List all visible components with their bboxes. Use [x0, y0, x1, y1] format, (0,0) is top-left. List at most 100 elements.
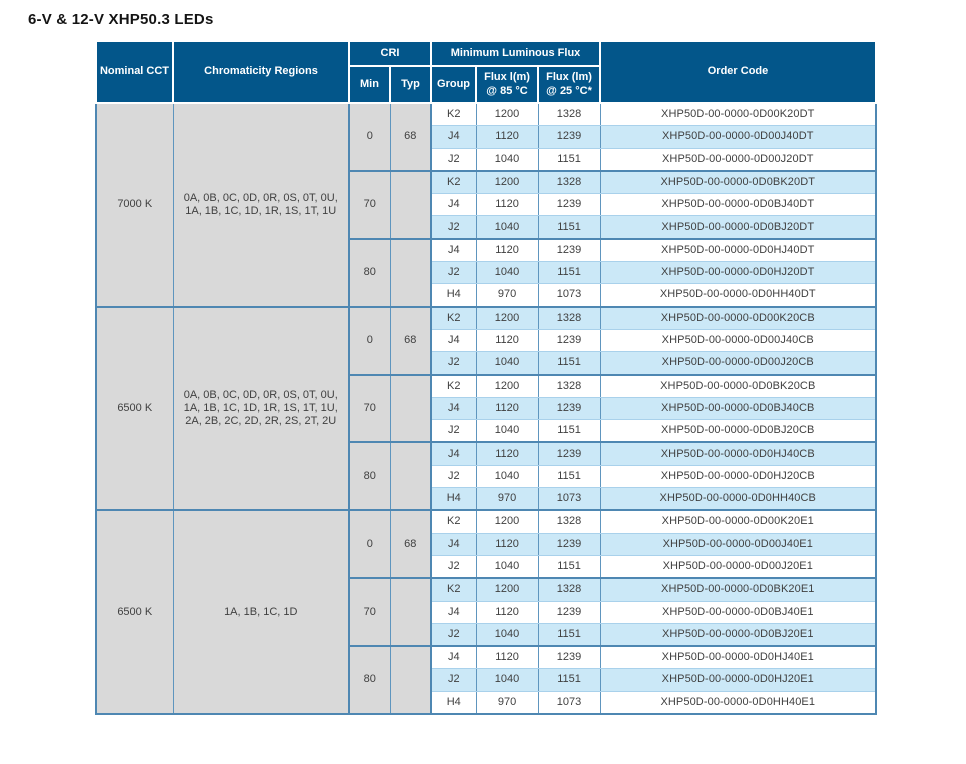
group-cell: H4 [430, 283, 477, 308]
group-cell: H4 [430, 690, 477, 715]
flux85-cell: 1120 [475, 532, 539, 556]
flux25-cell: 1151 [537, 622, 601, 647]
order-code-cell: XHP50D-00-0000-0D0HH40DT [599, 283, 877, 308]
group-cell: J4 [430, 600, 477, 624]
cri-typ-cell [389, 645, 432, 715]
header-cri-min: Min [348, 65, 391, 104]
order-code-cell: XHP50D-00-0000-0D0BK20CB [599, 373, 877, 398]
order-code-cell: XHP50D-00-0000-0D00J20DT [599, 147, 877, 172]
order-code-cell: XHP50D-00-0000-0D0BJ20E1 [599, 622, 877, 647]
header-flux-85c: Flux l(m) @ 85 °C [475, 65, 540, 104]
flux85-cell: 1120 [475, 645, 539, 670]
flux25-cell: 1151 [537, 351, 601, 376]
flux85-cell: 1200 [475, 305, 539, 330]
group-cell: J4 [430, 193, 477, 217]
flux85-cell: 1040 [475, 464, 539, 489]
flux25-cell: 1151 [537, 261, 601, 285]
table-row: J4 1120 1239 XHP50D-00-0000-0D00J40CB [96, 328, 877, 353]
flux85-cell: 1120 [475, 441, 539, 466]
group-cell: J4 [430, 396, 477, 421]
cri-min-cell: 70 [348, 373, 391, 443]
cri-min-cell: 70 [348, 577, 391, 647]
order-code-cell: XHP50D-00-0000-0D00J40E1 [599, 532, 877, 556]
flux85-cell: 970 [475, 283, 539, 308]
group-cell: J4 [430, 532, 477, 556]
cct-cell: 7000 K [95, 102, 174, 308]
group-cell: J2 [430, 419, 477, 443]
table-row: J4 1120 1239 XHP50D-00-0000-0D0BJ40E1 [96, 600, 877, 624]
order-code-cell: XHP50D-00-0000-0D0HJ40E1 [599, 645, 877, 670]
group-cell: J2 [430, 261, 477, 285]
flux25-cell: 1328 [537, 577, 601, 602]
flux85-cell: 970 [475, 690, 539, 715]
flux25-cell: 1151 [537, 215, 601, 240]
cri-typ-cell [389, 441, 432, 511]
flux25-cell: 1239 [537, 193, 601, 217]
flux85-cell: 1040 [475, 351, 539, 376]
led-flux-table: Nominal CCT Chromaticity Regions CRI Min… [95, 40, 878, 716]
cri-min-cell: 0 [348, 102, 391, 172]
cri-typ-cell [389, 237, 432, 308]
cct-cell: 6500 K [95, 509, 174, 715]
cri-min-cell: 0 [348, 509, 391, 579]
group-cell: J2 [430, 668, 477, 692]
table-row: 80 J4 1120 1239 XHP50D-00-0000-0D0HJ40DT [96, 237, 877, 308]
table-row: J2 1040 1151 XHP50D-00-0000-0D0HJ20E1 [96, 668, 877, 692]
group-cell: J4 [430, 645, 477, 670]
flux25-cell: 1328 [537, 373, 601, 398]
order-code-cell: XHP50D-00-0000-0D0HJ20E1 [599, 668, 877, 692]
order-code-cell: XHP50D-00-0000-0D0BK20E1 [599, 577, 877, 602]
header-group: Group [430, 65, 478, 104]
table-row: J4 1120 1239 XHP50D-00-0000-0D0BJ40DT [96, 193, 877, 217]
cri-min-cell: 0 [348, 305, 391, 376]
flux25-cell: 1328 [537, 305, 601, 330]
order-code-cell: XHP50D-00-0000-0D0HJ40CB [599, 441, 877, 466]
flux25-cell: 1151 [537, 554, 601, 579]
order-code-cell: XHP50D-00-0000-0D00K20E1 [599, 509, 877, 534]
group-cell: J2 [430, 554, 477, 579]
order-code-cell: XHP50D-00-0000-0D0BJ40CB [599, 396, 877, 421]
group-cell: J2 [430, 464, 477, 489]
flux85-cell: 970 [475, 487, 539, 511]
flux85-cell: 1040 [475, 668, 539, 692]
table-header: Nominal CCT Chromaticity Regions CRI Min… [95, 40, 878, 104]
cri-typ-cell [389, 373, 432, 443]
chromaticity-cell: 0A, 0B, 0C, 0D, 0R, 0S, 0T, 0U, 1A, 1B, … [172, 102, 350, 308]
order-code-cell: XHP50D-00-0000-0D00J20E1 [599, 554, 877, 579]
flux25-cell: 1239 [537, 237, 601, 263]
group-cell: K2 [430, 509, 477, 534]
group-cell: K2 [430, 169, 477, 195]
group-cell: J2 [430, 147, 477, 172]
cri-min-cell: 70 [348, 169, 391, 240]
table-row: J2 1040 1151 XHP50D-00-0000-0D0HJ20DT [96, 261, 877, 285]
group-cell: K2 [430, 305, 477, 330]
flux85-cell: 1040 [475, 147, 539, 172]
table-row: 80 J4 1120 1239 XHP50D-00-0000-0D0HJ40E1 [96, 645, 877, 715]
flux25-cell: 1239 [537, 328, 601, 353]
order-code-cell: XHP50D-00-0000-0D0BJ40DT [599, 193, 877, 217]
group-cell: J4 [430, 125, 477, 149]
order-code-cell: XHP50D-00-0000-0D0BJ20CB [599, 419, 877, 443]
group-cell: J2 [430, 215, 477, 240]
header-nominal-cct: Nominal CCT [95, 40, 174, 104]
table-row: 70 K2 1200 1328 XHP50D-00-0000-0D0BK20CB [96, 373, 877, 443]
flux85-cell: 1040 [475, 554, 539, 579]
table-body: 7000 K 0A, 0B, 0C, 0D, 0R, 0S, 0T, 0U, 1… [95, 102, 877, 715]
table-row: J2 1040 1151 XHP50D-00-0000-0D0BJ20DT [96, 215, 877, 240]
group-cell: J4 [430, 237, 477, 263]
cri-min-cell: 80 [348, 237, 391, 308]
group-cell: J2 [430, 351, 477, 376]
flux25-cell: 1328 [537, 102, 601, 127]
flux25-cell: 1239 [537, 125, 601, 149]
group-cell: K2 [430, 577, 477, 602]
order-code-cell: XHP50D-00-0000-0D0HH40E1 [599, 690, 877, 715]
flux85-cell: 1040 [475, 215, 539, 240]
order-code-cell: XHP50D-00-0000-0D00J40CB [599, 328, 877, 353]
flux25-cell: 1151 [537, 147, 601, 172]
table-row: J4 1120 1239 XHP50D-00-0000-0D00J40E1 [96, 532, 877, 556]
group-cell: J4 [430, 328, 477, 353]
flux25-cell: 1239 [537, 441, 601, 466]
table-row: J2 1040 1151 XHP50D-00-0000-0D0BJ20E1 [96, 622, 877, 647]
flux85-cell: 1200 [475, 373, 539, 398]
flux25-cell: 1151 [537, 419, 601, 443]
